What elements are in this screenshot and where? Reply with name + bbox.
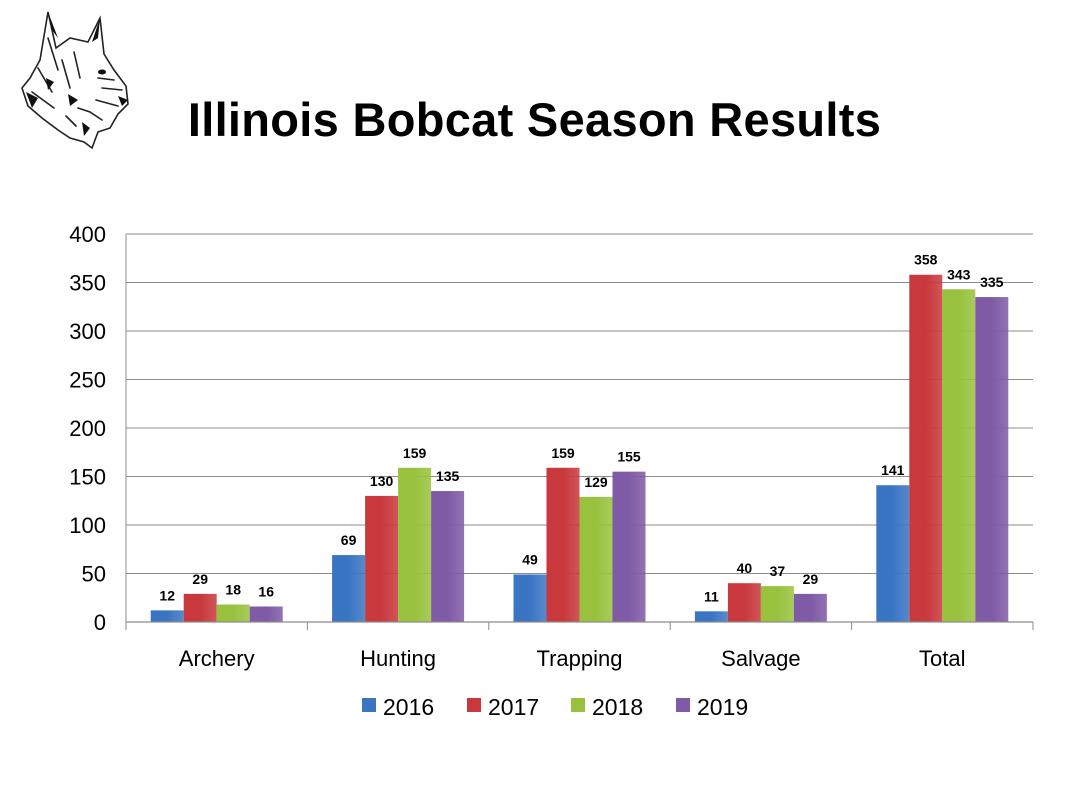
legend-swatch-2019 xyxy=(676,698,690,712)
x-category-label: Salvage xyxy=(721,646,801,671)
bar-2017-total xyxy=(909,274,943,622)
bar-2018-total xyxy=(942,289,976,622)
bar-2019-trapping xyxy=(612,471,646,622)
y-tick-label: 150 xyxy=(69,465,106,490)
data-label: 141 xyxy=(881,462,905,478)
bar-2017-trapping xyxy=(546,467,580,622)
bar-2019-hunting xyxy=(431,491,465,622)
data-label: 37 xyxy=(770,563,786,579)
data-label: 335 xyxy=(980,274,1004,290)
data-label: 49 xyxy=(522,551,538,567)
legend-label: 2018 xyxy=(592,694,643,720)
data-label: 130 xyxy=(370,473,394,489)
bars: 12 69 49 11 141 29 130 159 40 358 18 159 129 37 343 16 1… xyxy=(150,252,1009,622)
data-label: 29 xyxy=(803,571,819,587)
data-label: 159 xyxy=(551,445,575,461)
bar-2016-hunting xyxy=(332,555,366,622)
bar-2019-archery xyxy=(249,606,283,622)
data-label: 18 xyxy=(225,582,241,598)
legend-label: 2017 xyxy=(488,694,539,720)
y-tick-label: 100 xyxy=(69,513,106,538)
y-tick-label: 400 xyxy=(69,222,106,247)
data-label: 129 xyxy=(584,474,608,490)
bar-2018-hunting xyxy=(398,467,432,622)
x-category-label: Trapping xyxy=(536,646,622,671)
bar-2016-salvage xyxy=(694,611,728,622)
y-axis: 0 50 100 150 200 250 300 350 400 xyxy=(69,222,127,635)
data-label: 16 xyxy=(258,583,274,599)
bar-2019-total xyxy=(975,297,1009,622)
legend-label: 2016 xyxy=(383,694,434,720)
bar-2019-salvage xyxy=(793,593,827,622)
x-category-label: Total xyxy=(919,646,965,671)
bar-2018-trapping xyxy=(579,496,613,622)
page-title: Illinois Bobcat Season Results xyxy=(187,93,882,146)
y-tick-label: 50 xyxy=(82,562,106,587)
bar-2016-trapping xyxy=(513,574,547,622)
data-label: 40 xyxy=(737,560,753,576)
data-label: 343 xyxy=(947,266,971,282)
bar-2016-archery xyxy=(150,610,184,622)
data-label: 29 xyxy=(192,571,208,587)
legend-label: 2019 xyxy=(697,694,748,720)
legend-swatch-2017 xyxy=(467,698,481,712)
bar-2018-archery xyxy=(216,604,250,622)
x-category-label: Archery xyxy=(179,646,255,671)
bar-2017-salvage xyxy=(727,583,761,622)
bobcat-logo xyxy=(21,11,129,150)
legend-swatch-2016 xyxy=(362,698,376,712)
y-tick-label: 350 xyxy=(69,271,106,296)
legend-swatch-2018 xyxy=(571,698,585,712)
x-category-label: Hunting xyxy=(360,646,436,671)
bar-2016-total xyxy=(876,485,910,622)
x-axis: Archery Hunting Trapping Salvage Total xyxy=(125,621,1034,671)
legend: 2016 2017 2018 2019 xyxy=(362,694,748,720)
y-tick-label: 300 xyxy=(69,319,106,344)
bar-2017-archery xyxy=(183,593,217,622)
data-label: 135 xyxy=(436,468,460,484)
data-label: 155 xyxy=(617,449,641,465)
y-tick-label: 200 xyxy=(69,416,106,441)
data-label: 12 xyxy=(159,587,175,603)
data-label: 11 xyxy=(704,588,719,604)
bar-2017-hunting xyxy=(365,495,399,622)
data-label: 358 xyxy=(914,252,938,268)
bar-2018-salvage xyxy=(760,586,794,622)
y-tick-label: 250 xyxy=(69,368,106,393)
data-label: 159 xyxy=(403,445,427,461)
y-tick-label: 0 xyxy=(94,610,106,635)
data-label: 69 xyxy=(341,532,357,548)
